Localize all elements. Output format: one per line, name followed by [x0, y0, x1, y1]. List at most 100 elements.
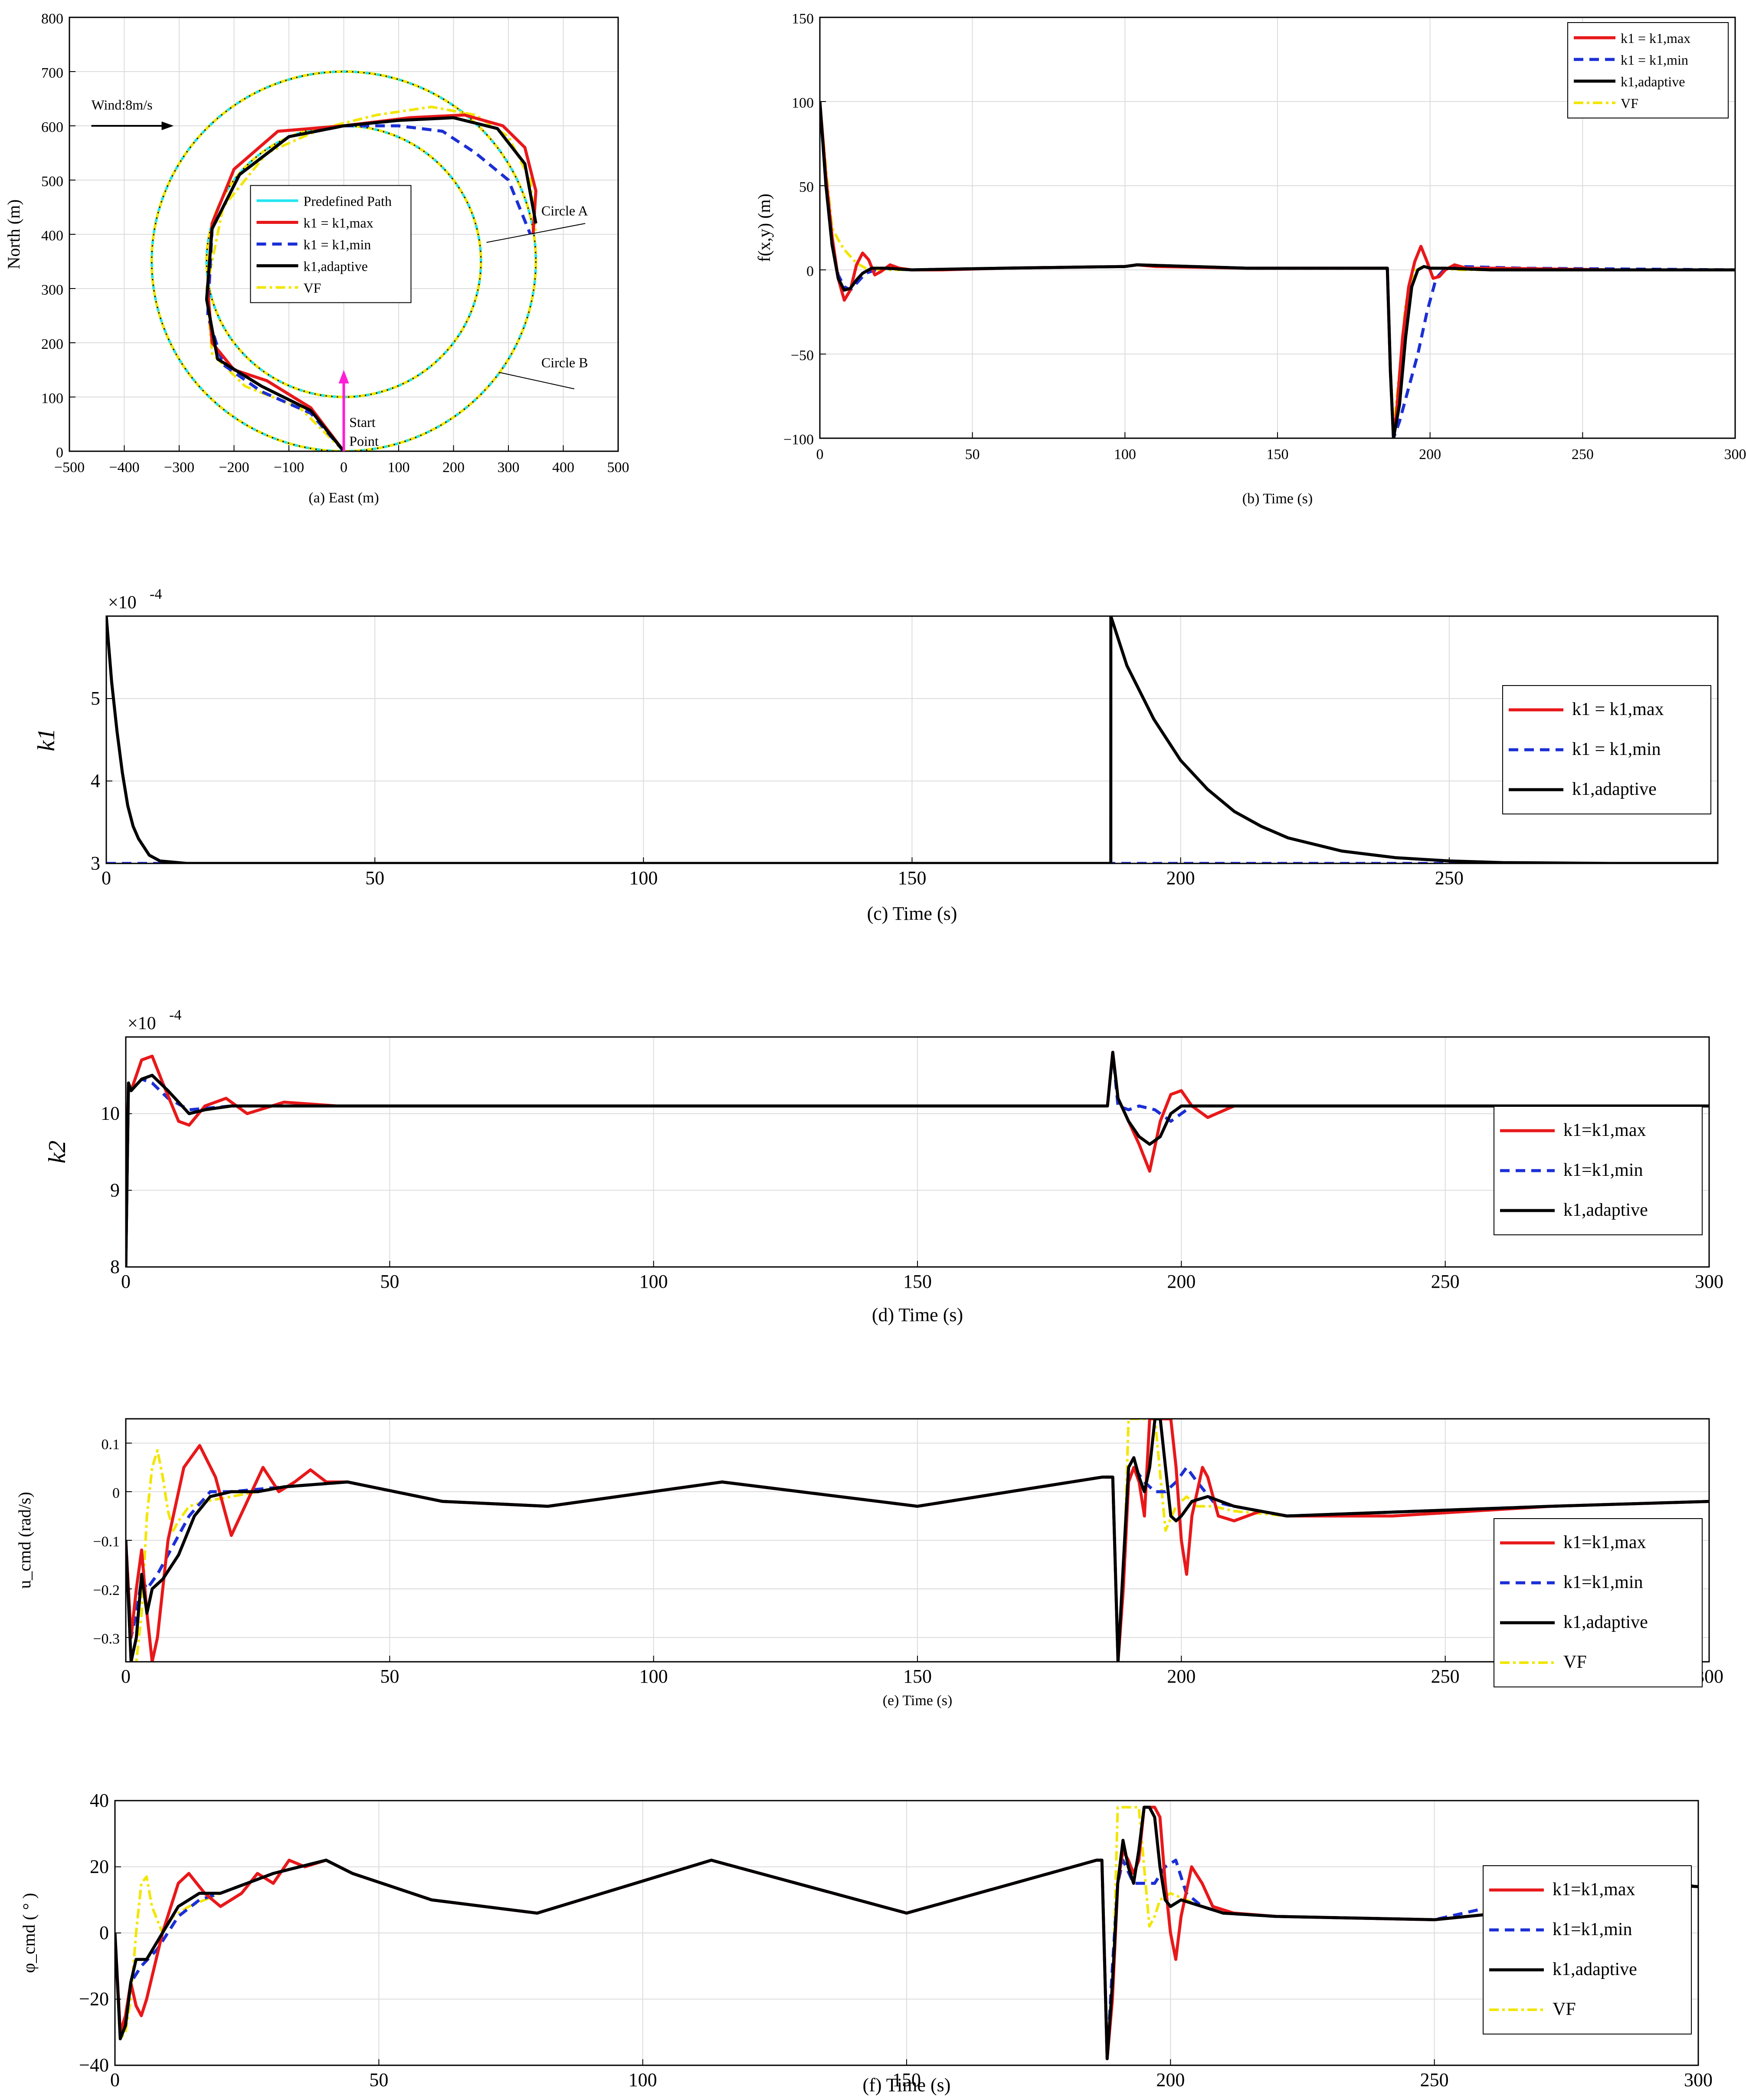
legend-label: VF: [1621, 95, 1638, 111]
x-tick-label: 200: [1419, 446, 1441, 463]
legend-label: k1 = k1,min: [1572, 739, 1661, 759]
legend: Predefined Path k1 = k1,max k1 = k1,min k1,…: [250, 185, 412, 303]
legend: k1=k1,max k1=k1,min k1,adaptive VF: [1483, 1865, 1692, 2034]
chart-panel-b: 0 50 100 150 200 250 300 −100 −50 0 50 100 150 (b) Ti…: [754, 11, 1746, 507]
chart-panel-a: −500 −400 −300 −200 −100 0 100 200 300 400 500 0 100…: [4, 11, 629, 506]
x-tick-label: 100: [388, 459, 410, 476]
y-tick-label: 5: [91, 688, 100, 709]
axis-exponent: ×10: [128, 1014, 156, 1034]
x-tick-label: −100: [274, 459, 304, 476]
y-tick-label: 500: [41, 174, 63, 190]
circle-a-pointer: [486, 223, 586, 243]
x-tick-label: 500: [607, 459, 629, 476]
y-tick-label: 300: [41, 282, 63, 298]
legend-label: k1=k1,min: [1553, 1920, 1632, 1939]
x-tick-label: 200: [1167, 1666, 1196, 1687]
x-tick-label: 100: [639, 1666, 668, 1687]
legend-label: k1=k1,min: [1563, 1160, 1643, 1180]
legend-label: k1=k1,max: [1553, 1880, 1635, 1900]
legend-label: k1=k1,max: [1563, 1120, 1646, 1140]
x-tick-label: 50: [380, 1271, 399, 1292]
x-tick-label: 250: [1431, 1666, 1460, 1687]
series-line-ada: [205, 116, 537, 451]
wind-arrow-head: [161, 121, 174, 130]
y-tick-label: 50: [799, 179, 814, 195]
x-tick-label: 300: [1684, 2069, 1713, 2090]
x-tick-label: 150: [892, 2069, 921, 2090]
x-tick-label: 0: [121, 1666, 131, 1687]
y-axis-label: North (m): [4, 199, 23, 269]
legend-label: Predefined Path: [303, 194, 392, 209]
circle-b-label: Circle B: [541, 354, 588, 370]
x-tick-label: 100: [629, 867, 658, 889]
legend-label: k1,adaptive: [1621, 74, 1685, 89]
x-tick-label: 200: [442, 459, 465, 476]
legend-label: VF: [1553, 1999, 1576, 2019]
x-tick-label: 250: [1572, 446, 1594, 463]
y-tick-label: 8: [110, 1256, 120, 1277]
x-tick-label: 250: [1431, 1271, 1460, 1292]
panel-caption: (f) Time (s): [863, 2074, 951, 2096]
wind-label: Wind:8m/s: [92, 97, 153, 113]
x-tick-label: 200: [1166, 867, 1195, 889]
y-tick-label: −0.3: [93, 1631, 120, 1647]
y-tick-label: 9: [110, 1179, 120, 1201]
panel-caption: (c) Time (s): [867, 903, 957, 924]
series-line-min: [820, 101, 1735, 438]
y-tick-label: 20: [90, 1856, 109, 1877]
y-axis-label: k1: [33, 728, 60, 751]
legend: k1=k1,max k1=k1,min k1,adaptive: [1494, 1106, 1703, 1235]
y-tick-label: 150: [792, 11, 814, 27]
x-tick-label: 0: [340, 459, 347, 476]
legend: k1=k1,max k1=k1,min k1,adaptive VF: [1494, 1518, 1703, 1687]
plot-area: [115, 1805, 1698, 2061]
y-tick-label: −40: [79, 2054, 109, 2076]
x-tick-label: −200: [219, 459, 249, 476]
y-tick-label: −0.2: [93, 1582, 120, 1598]
chart-panel-e: 0 50 100 150 200 250 300−0.3−0.2−0.100.1(e) Ti…: [15, 1418, 1723, 1709]
legend-label: k1 = k1,min: [303, 237, 371, 253]
legend-label: VF: [303, 280, 321, 296]
circle-a-label: Circle A: [541, 203, 588, 218]
y-tick-label: −100: [783, 432, 814, 448]
y-tick-label: 0: [112, 1485, 120, 1501]
x-tick-label: 100: [1114, 446, 1136, 463]
y-tick-label: 0: [56, 445, 63, 461]
x-tick-label: −300: [164, 459, 194, 476]
x-tick-label: 100: [629, 2069, 657, 2090]
legend-box: [1494, 1106, 1703, 1235]
plot-area: [106, 616, 1718, 863]
legend-label: k1 = k1,max: [303, 215, 373, 231]
start-arrow-head: [338, 370, 349, 384]
panel-caption: (a) East (m): [308, 490, 379, 506]
x-tick-label: 0: [816, 446, 824, 463]
panel-caption: (b) Time (s): [1242, 491, 1313, 507]
plot-area: [126, 1419, 1709, 1662]
chart-panel-f: 0 50 100 150 200 250 300 −40 −20 0 20 40 (f) Time (s…: [19, 1790, 1713, 2096]
y-tick-label: 800: [41, 11, 63, 27]
series-line-min: [126, 1466, 1709, 1662]
x-tick-label: 200: [1167, 1271, 1196, 1292]
y-axis-label: u_cmd (rad/s): [15, 1492, 34, 1588]
y-tick-label: 200: [41, 336, 63, 352]
traced-circle: [206, 125, 482, 398]
series-line-ada: [115, 1805, 1698, 2061]
series-line-ada: [106, 616, 1718, 863]
plot-area: [126, 1050, 1709, 1267]
x-tick-label: 150: [1267, 446, 1289, 463]
legend: k1 = k1,max k1 = k1,min k1,adaptive VF: [1567, 22, 1729, 118]
x-tick-label: 400: [552, 459, 574, 476]
start-label-line2: Point: [349, 433, 379, 449]
y-tick-label: 0: [806, 263, 814, 279]
panel-caption: (d) Time (s): [872, 1304, 963, 1326]
legend-label: k1,adaptive: [1572, 779, 1657, 799]
y-tick-label: 3: [91, 853, 100, 874]
legend: k1 = k1,max k1 = k1,min k1,adaptive: [1502, 685, 1711, 814]
legend-label: k1,adaptive: [1563, 1200, 1648, 1220]
x-tick-label: 0: [110, 2069, 120, 2090]
axis-exponent: ×10: [108, 593, 137, 613]
x-tick-label: 300: [1695, 1271, 1723, 1292]
y-tick-label: 600: [41, 119, 63, 135]
axis-exponent-power: -4: [169, 1007, 181, 1023]
traced-circle: [151, 71, 537, 451]
